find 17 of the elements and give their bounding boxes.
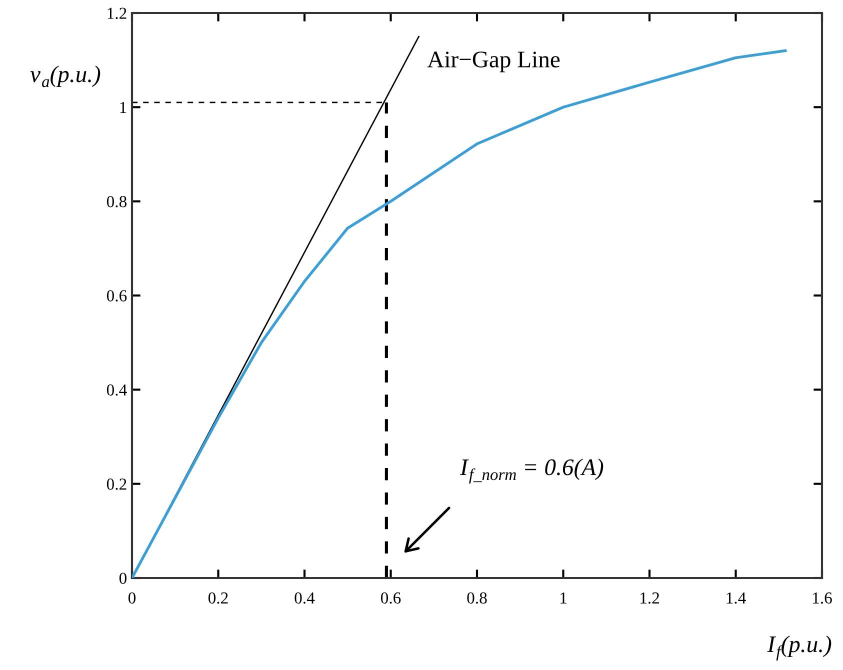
y-tick-label: 0.2 xyxy=(106,478,126,490)
x-tick-label: 0.8 xyxy=(467,592,487,604)
y-tick-label: 1 xyxy=(120,102,126,113)
x-tick-label: 0.2 xyxy=(208,592,228,604)
y-tick-label: 1.2 xyxy=(108,8,126,20)
y-tick-label: 0.8 xyxy=(106,196,127,208)
x-tick-label: 1 xyxy=(560,592,566,604)
x-tick-label: 1.6 xyxy=(813,592,832,604)
series-label: Air−Gap Line xyxy=(427,52,560,72)
x-tick-label: 0 xyxy=(128,592,136,604)
y-tick-label: 0 xyxy=(119,572,127,584)
x-tick-label: 1.2 xyxy=(640,592,659,604)
y-tick-label: 0.6 xyxy=(106,290,127,302)
y-tick-label: 0.4 xyxy=(106,384,127,396)
x-tick-label: 0.4 xyxy=(294,592,315,604)
x-tick-label: 1.4 xyxy=(726,592,746,604)
x-tick-label: 0.6 xyxy=(380,592,401,604)
